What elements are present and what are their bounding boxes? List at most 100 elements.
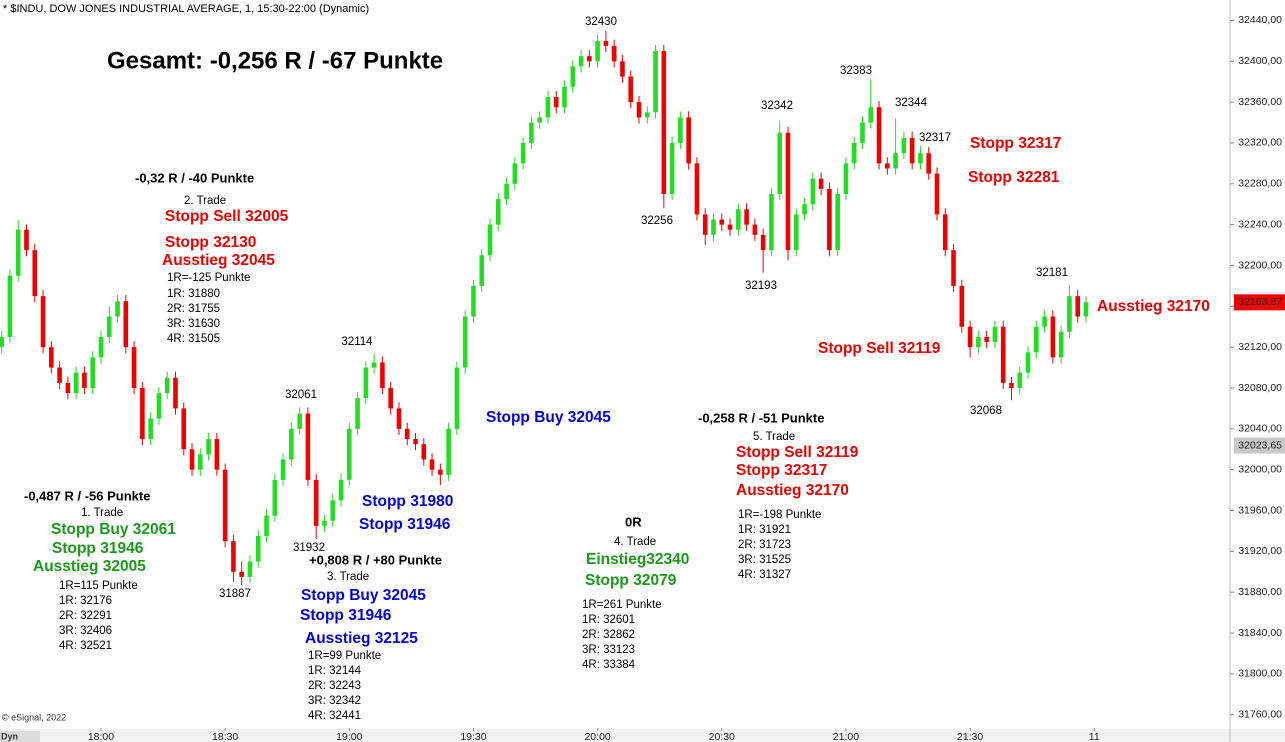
annotation: 32193	[745, 280, 777, 292]
mode-label[interactable]: Dyn	[1, 731, 18, 741]
candle-body	[330, 500, 336, 521]
candle-body	[214, 439, 220, 470]
chart-title: * $INDU, DOW JONES INDUSTRIAL AVERAGE, 1…	[3, 3, 369, 15]
y-tick-label: 32400,00	[1238, 55, 1282, 67]
annotation: Stopp Buy 32045	[486, 409, 611, 426]
candle-body	[380, 362, 385, 388]
candle-body	[98, 336, 104, 358]
annotation: Stopp 31980	[362, 493, 453, 510]
candle-body	[148, 418, 153, 440]
candle-body	[620, 61, 625, 77]
x-tick-label: 21:00	[833, 731, 859, 742]
mode-button[interactable]	[0, 731, 40, 742]
candle-body	[487, 224, 493, 256]
candle-body	[686, 117, 691, 164]
candle-body	[0, 336, 4, 348]
candle-body	[1009, 382, 1014, 388]
candle-body	[264, 515, 269, 537]
annotation: Stopp Sell 32119	[818, 340, 941, 357]
y-tick-label: 32320,00	[1238, 137, 1282, 149]
candle-body	[934, 173, 940, 215]
marker-price-tag-label: 32023,65	[1238, 439, 1282, 451]
candle-body	[760, 234, 766, 251]
candle-body	[851, 142, 857, 164]
y-tick-label: 31880,00	[1238, 586, 1282, 598]
candle-body	[355, 398, 360, 429]
annotation: Gesamt: -0,256 R / -67 Punkte	[107, 47, 443, 74]
y-tick-label: 31920,00	[1238, 545, 1282, 557]
candle-body	[446, 428, 451, 475]
candle-body	[587, 56, 592, 62]
last-price-tag-label: 32163,87	[1238, 296, 1282, 308]
annotation: 1R=-125 Punkte	[167, 272, 250, 284]
candle-body	[553, 96, 559, 108]
candle-body	[736, 209, 741, 230]
candle-body	[669, 142, 675, 194]
annotation: -0,258 R / -51 Punkte	[698, 410, 824, 425]
candle-body	[189, 449, 195, 470]
candle-body	[495, 199, 501, 225]
candle-body	[793, 214, 799, 251]
candle-body	[280, 459, 286, 480]
annotation: +0,808 R / +80 Punkte	[309, 552, 442, 567]
candle-body	[926, 153, 932, 174]
candle-body	[404, 428, 410, 440]
annotation: 4. Trade	[614, 536, 656, 548]
candle-body	[40, 296, 46, 348]
candle-body	[1000, 326, 1006, 383]
y-tick-label: 31840,00	[1238, 627, 1282, 639]
y-tick-label: 32000,00	[1238, 463, 1282, 475]
annotation: 32317	[919, 132, 951, 144]
candle-body	[65, 382, 71, 394]
candle-body	[711, 219, 716, 235]
annotation: Stopp Buy 32061	[51, 521, 176, 538]
annotation: 2. Trade	[184, 195, 226, 207]
candle-body	[1083, 302, 1089, 317]
annotation: Stopp 32281	[968, 169, 1060, 186]
candle-body	[479, 255, 485, 286]
candle-body	[595, 40, 600, 62]
annotation: Stopp 32317	[736, 462, 827, 479]
candle-body	[512, 163, 518, 184]
annotation: 1. Trade	[81, 507, 123, 519]
candle-body	[951, 250, 956, 286]
candle-body	[222, 469, 228, 542]
candle-body	[347, 428, 352, 480]
candle-body	[438, 469, 443, 475]
candle-body	[338, 479, 344, 501]
candle-body	[769, 193, 774, 251]
x-tick-label: 19:00	[336, 731, 362, 742]
y-tick-label: 31800,00	[1238, 668, 1282, 680]
annotation: Einstieg32340	[586, 551, 689, 568]
candle-body	[198, 454, 203, 470]
annotation: 5. Trade	[753, 431, 795, 443]
annotation: 0R	[625, 514, 642, 529]
candle-body	[1050, 316, 1056, 358]
x-tick-label: 11	[1089, 731, 1100, 742]
candle-body	[181, 408, 187, 450]
annotation: 1R=261 Punkte	[582, 599, 662, 611]
candle-body	[1075, 296, 1080, 317]
candle-body	[15, 229, 21, 276]
annotation: Stopp 31946	[300, 607, 392, 624]
annotation: 3R: 31525	[738, 554, 791, 566]
annotation: 32181	[1036, 267, 1068, 279]
x-tick-label: 18:00	[88, 731, 114, 742]
candle-body	[471, 285, 476, 317]
candle-body	[992, 326, 998, 343]
candle-body	[454, 367, 460, 429]
last-price-tag	[1234, 294, 1285, 311]
candle-body	[959, 285, 965, 327]
y-tick-label: 32440,00	[1238, 14, 1282, 26]
candle-body	[909, 137, 915, 164]
candle-body	[272, 479, 278, 516]
x-tick-label: 19:30	[460, 731, 486, 742]
annotation: 4R: 33384	[582, 659, 636, 671]
annotation: 32068	[970, 405, 1002, 417]
candle-body	[49, 347, 54, 368]
y-tick-label: 32120,00	[1238, 341, 1282, 353]
candle-body	[1042, 316, 1047, 327]
candle-body	[1067, 296, 1072, 332]
candle-body	[32, 250, 38, 297]
candle-body	[644, 112, 650, 118]
